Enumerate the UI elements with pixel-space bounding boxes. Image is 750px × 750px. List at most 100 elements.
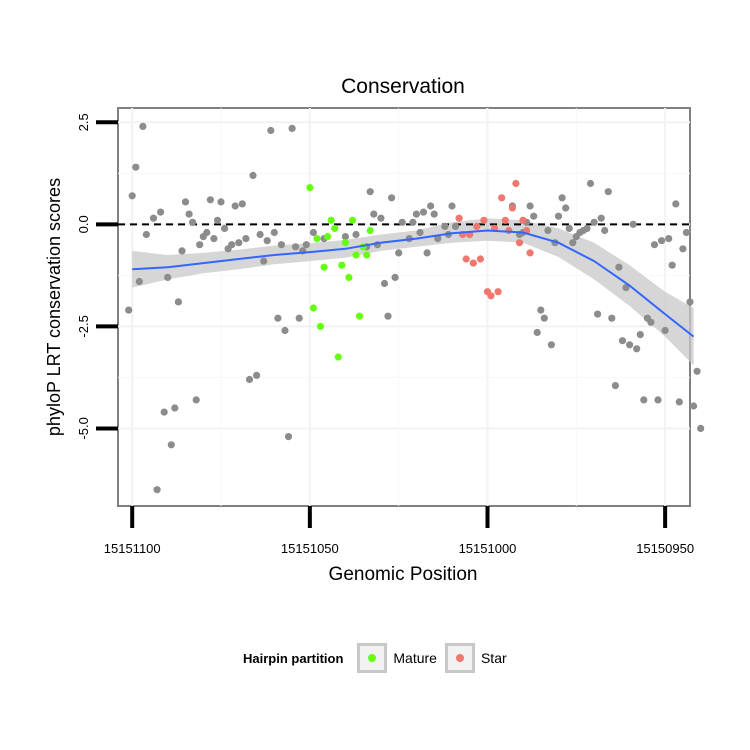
point-star-7 [480,216,488,224]
point-other-15 [181,198,190,206]
point-other-108 [618,337,627,345]
point-other-106 [611,382,620,390]
point-other-71 [427,202,435,210]
point-other-72 [430,210,438,218]
point-other-3 [135,277,143,286]
point-mature-6 [327,216,335,224]
point-other-59 [380,279,389,288]
point-star-5 [473,222,481,230]
point-other-117 [650,241,659,249]
legend-dot-mature-icon [368,654,377,662]
point-mature-10 [341,239,349,247]
point-other-105 [608,314,616,322]
point-other-17 [189,218,197,226]
smooth-line-layer [132,229,695,338]
point-other-9 [160,408,168,416]
legend-key-mature [357,643,388,673]
point-mature-9 [338,261,346,269]
point-other-82 [526,202,534,210]
point-other-84 [533,328,541,337]
point-other-1 [128,192,136,200]
point-star-6 [476,255,484,263]
point-other-43 [281,326,289,335]
point-other-33 [245,375,254,384]
legend-label-star: Star [480,650,507,666]
point-mature-5 [324,233,332,241]
legend-key-star [444,643,475,673]
x-tick-label-1: 15151050 [281,541,339,556]
point-other-87 [544,226,552,235]
point-other-119 [658,237,666,245]
point-star-14 [505,226,513,235]
point-other-52 [341,233,349,241]
point-other-102 [597,214,605,222]
point-other-121 [665,235,673,243]
point-other-24 [213,216,222,224]
point-star-2 [462,255,470,263]
point-other-110 [626,341,634,349]
point-other-122 [668,261,676,269]
point-other-92 [562,204,570,212]
legend-title: Hairpin partition [243,650,344,666]
point-other-77 [451,222,460,230]
point-mature-7 [331,224,339,232]
point-other-63 [395,249,403,257]
point-mature-0 [306,184,314,192]
point-other-32 [242,235,250,243]
point-other-55 [366,188,374,196]
point-other-37 [260,257,268,265]
point-other-45 [288,124,296,132]
x-tick-label-3: 15150950 [636,541,694,556]
x-axis-label: Genomic Position [329,564,478,585]
point-other-100 [590,218,598,226]
point-other-93 [565,224,573,232]
point-other-4 [139,122,147,130]
point-other-114 [640,396,648,404]
legend-item-mature: Mature [357,643,437,673]
y-tick-label-2: -2.5 [76,315,91,337]
point-other-91 [558,194,566,202]
point-other-18 [192,396,200,404]
point-mature-17 [366,226,374,235]
point-other-58 [377,214,385,222]
point-other-113 [636,331,644,339]
point-other-56 [370,210,378,218]
point-other-86 [540,314,548,322]
point-mature-8 [334,353,342,361]
point-mature-3 [316,322,325,330]
legend-item-star: Star [444,643,507,673]
point-star-20 [526,249,534,257]
point-other-126 [682,228,691,237]
point-other-40 [270,228,278,237]
point-other-120 [661,326,669,335]
point-other-13 [174,298,182,306]
point-other-61 [388,194,396,202]
plot-panel [117,107,691,507]
point-other-118 [654,396,662,404]
point-star-18 [519,216,527,224]
point-other-67 [412,210,420,218]
point-star-0 [455,214,463,222]
point-other-70 [423,249,431,257]
point-other-2 [132,163,140,171]
point-other-111 [629,220,637,228]
point-other-73 [434,235,442,243]
point-other-112 [633,345,641,353]
point-other-98 [583,224,591,232]
legend-dot-star-icon [455,654,464,662]
point-other-107 [615,263,623,271]
point-mature-4 [320,263,328,271]
point-star-13 [501,216,509,224]
point-star-12 [498,194,506,202]
point-other-74 [441,222,449,230]
point-mature-1 [309,304,317,312]
point-other-21 [203,228,211,237]
point-other-50 [309,228,317,237]
point-other-46 [292,243,300,251]
y-tick-label-1: 0.0 [76,215,91,233]
point-other-101 [594,310,602,318]
point-other-19 [196,241,204,249]
point-other-38 [263,237,271,245]
points-layer [125,122,705,494]
